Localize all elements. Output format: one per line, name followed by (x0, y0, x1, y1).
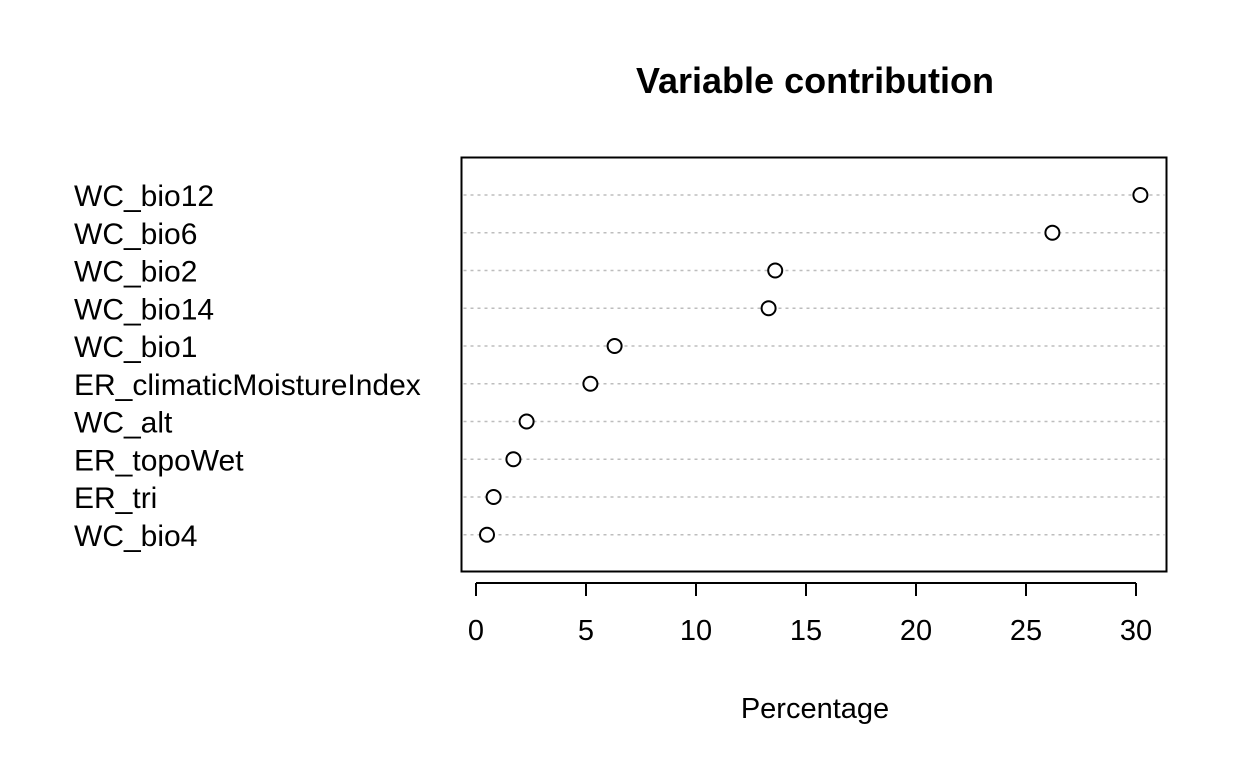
x-tick-label: 20 (900, 615, 932, 647)
x-axis-label: Percentage (741, 693, 889, 725)
data-point (767, 262, 784, 279)
category-label: ER_topoWet (74, 444, 244, 477)
x-tick-label: 15 (790, 615, 822, 647)
data-point (479, 526, 495, 543)
chart-title: Variable contribution (636, 60, 994, 101)
category-label: WC_bio6 (74, 218, 197, 251)
data-point (760, 300, 777, 317)
data-point (1132, 187, 1149, 203)
x-tick-label: 5 (578, 615, 594, 647)
x-tick-label: 25 (1010, 615, 1042, 647)
plot-frame (460, 156, 1168, 573)
category-label: WC_bio14 (74, 293, 214, 326)
data-point (518, 413, 535, 430)
data-point (1044, 224, 1061, 241)
category-label: WC_bio1 (74, 331, 197, 364)
data-point (582, 375, 599, 392)
grid-lines (463, 194, 1165, 536)
x-tick-label: 30 (1120, 615, 1152, 647)
category-labels: WC_bio12 WC_bio6 WC_bio2 WC_bio14 WC_bio1 ER_… (74, 180, 421, 553)
data-point (606, 338, 623, 354)
category-label: WC_alt (74, 407, 173, 440)
x-tick-label: 0 (468, 615, 484, 647)
category-label: ER_tri (74, 482, 157, 515)
data-point (505, 451, 522, 468)
data-points (479, 187, 1149, 543)
data-point (485, 489, 502, 505)
category-label: ER_climaticMoistureIndex (74, 369, 421, 402)
x-tick-label: 10 (680, 615, 712, 647)
category-label: WC_bio2 (74, 256, 197, 289)
category-label: WC_bio12 (74, 180, 214, 213)
x-axis: 0 5 10 15 20 25 30 (468, 582, 1152, 647)
category-label: WC_bio4 (74, 520, 197, 553)
